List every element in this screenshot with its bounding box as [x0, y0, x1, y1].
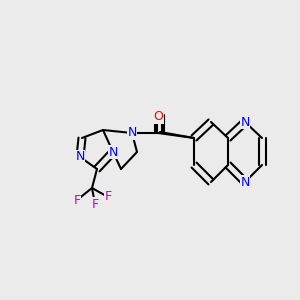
Text: N: N	[127, 127, 137, 140]
Text: O: O	[153, 110, 163, 124]
Text: F: F	[74, 194, 81, 206]
Text: N: N	[240, 176, 250, 188]
Text: N: N	[108, 146, 118, 158]
Text: N: N	[240, 116, 250, 128]
Text: N: N	[75, 151, 85, 164]
Text: F: F	[92, 197, 99, 211]
Text: F: F	[104, 190, 112, 203]
